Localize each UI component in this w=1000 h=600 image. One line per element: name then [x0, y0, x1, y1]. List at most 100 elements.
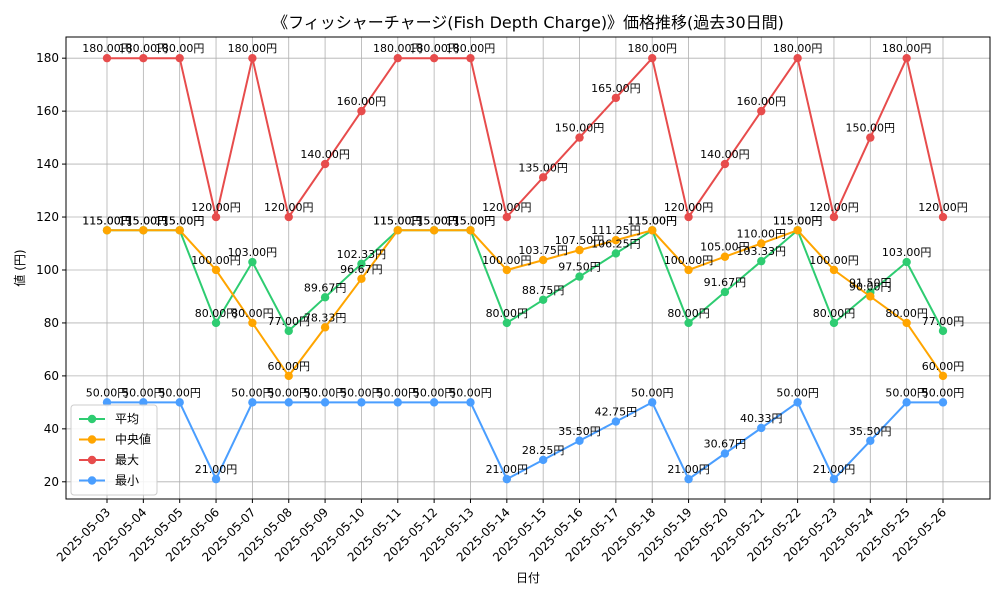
data-point [211, 265, 221, 275]
legend-label: 最大 [115, 453, 139, 467]
data-label: 21.00円 [813, 463, 856, 476]
data-point [466, 53, 475, 63]
data-label: 140.00円 [700, 148, 750, 161]
data-label: 60.00円 [922, 360, 965, 373]
data-point [502, 318, 512, 328]
data-label: 103.75円 [518, 244, 568, 257]
data-label: 120.00円 [264, 201, 314, 214]
data-point [938, 212, 948, 222]
y-tick-label: 100 [36, 263, 59, 277]
series-line [107, 228, 944, 333]
data-point [248, 53, 257, 63]
data-label: 35.50円 [849, 425, 892, 438]
data-label: 115.00円 [627, 214, 677, 227]
data-label: 115.00円 [627, 214, 677, 227]
data-label: 115.00円 [446, 214, 496, 227]
data-point [575, 245, 584, 255]
data-label: 150.00円 [555, 122, 605, 135]
data-label: 50.00円 [449, 386, 492, 399]
data-point [829, 474, 839, 484]
data-point [611, 236, 621, 245]
data-label: 50.00円 [158, 386, 201, 399]
data-point [357, 398, 366, 407]
series-2 [102, 53, 948, 222]
data-label: 115.00円 [373, 214, 423, 227]
data-point [611, 249, 621, 258]
legend-label: 平均 [115, 412, 139, 426]
data-point [320, 159, 330, 169]
data-label: 115.00円 [155, 214, 205, 227]
data-label: 180.00円 [627, 42, 677, 55]
data-point [611, 417, 621, 426]
data-label: 50.00円 [231, 386, 274, 399]
data-label: 115.00円 [82, 214, 132, 227]
data-label: 89.67円 [304, 281, 347, 294]
data-label: 80.00円 [486, 307, 529, 320]
data-point [175, 398, 184, 407]
series-line [107, 400, 943, 482]
data-point [684, 212, 693, 222]
data-label: 40.33円 [740, 412, 783, 425]
data-label: 105.00円 [700, 241, 750, 254]
data-point [720, 449, 730, 458]
data-point [357, 106, 366, 116]
data-point [684, 474, 693, 484]
data-label: 91.50円 [849, 276, 892, 289]
data-label: 50.00円 [377, 386, 420, 399]
data-label: 28.25円 [522, 444, 565, 457]
data-label: 150.00円 [846, 122, 896, 135]
data-label: 135.00円 [518, 161, 568, 174]
data-point [429, 226, 439, 235]
chart-title: 《フィッシャーチャージ(Fish Depth Charge)》価格推移(過去30… [272, 13, 784, 32]
data-label: 180.00円 [155, 42, 205, 55]
data-label: 180.00円 [82, 42, 132, 55]
data-label: 180.00円 [119, 42, 169, 55]
y-axis-ticks: 20 40 60 80 100 120 140 160 180 [36, 51, 66, 489]
series-layer [102, 53, 948, 484]
data-point [102, 53, 112, 63]
data-point [866, 292, 875, 301]
data-point [720, 287, 730, 297]
legend-item: 最小 [79, 474, 139, 488]
data-label: 80.00円 [885, 307, 928, 320]
data-point [393, 398, 402, 407]
data-labels: 115.00円 115.00円 115.00円 80.00円 103.00円 77.00円… [82, 42, 968, 476]
data-label: 115.00円 [446, 214, 496, 227]
data-label: 106.25円 [591, 237, 641, 250]
y-tick-label: 20 [44, 475, 59, 489]
x-axis-label: 日付 [516, 571, 540, 585]
data-point [175, 53, 184, 63]
data-point [793, 226, 802, 235]
data-label: 80.00円 [195, 307, 238, 320]
legend-marker [87, 476, 97, 485]
data-label: 115.00円 [773, 214, 823, 227]
data-label: 77.00円 [267, 315, 310, 328]
y-tick-label: 120 [36, 210, 59, 224]
legend-marker [87, 435, 97, 444]
data-label: 50.00円 [776, 386, 819, 399]
data-point [538, 173, 548, 182]
data-label: 50.00円 [885, 386, 928, 399]
data-point [211, 318, 221, 328]
data-label: 110.00円 [737, 228, 787, 241]
data-point [829, 212, 839, 222]
data-label: 115.00円 [155, 214, 205, 227]
data-label: 180.00円 [228, 42, 278, 55]
data-point [538, 455, 548, 465]
data-point [829, 318, 839, 328]
data-point [648, 53, 657, 63]
legend-marker [87, 455, 97, 465]
y-tick-label: 60 [44, 369, 59, 383]
y-tick-label: 180 [36, 51, 59, 65]
data-label: 91.67円 [704, 276, 747, 289]
series-3 [102, 398, 948, 484]
data-label: 120.00円 [482, 201, 532, 214]
data-label: 103.00円 [228, 246, 278, 259]
data-point [538, 255, 548, 265]
data-label: 21.00円 [486, 463, 529, 476]
data-point [284, 398, 293, 407]
data-point [648, 226, 657, 235]
data-label: 77.00円 [922, 315, 965, 328]
data-label: 50.00円 [340, 386, 383, 399]
